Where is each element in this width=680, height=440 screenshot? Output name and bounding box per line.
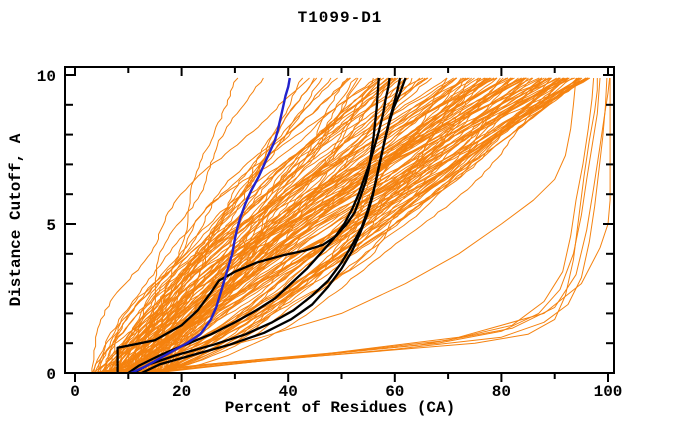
model-curve-orange [91, 77, 310, 372]
model-curve-orange [143, 77, 362, 372]
model-curve-orange [147, 77, 385, 372]
x-tick-label: 40 [279, 383, 298, 401]
model-curve-orange [131, 77, 526, 372]
model-curve-orange [148, 77, 486, 372]
highlighted-model-blue [130, 77, 291, 372]
outlier-model-7 [119, 77, 577, 372]
y-tick-label: 0 [46, 366, 56, 384]
y-axis-label: Distance Cutoff, A [7, 133, 25, 307]
y-tick-label: 10 [37, 68, 56, 86]
model-curve-orange [123, 77, 382, 372]
x-tick-label: 60 [385, 383, 404, 401]
x-tick-label: 20 [172, 383, 191, 401]
model-curve-orange [112, 77, 543, 372]
model-curve-orange [117, 77, 408, 372]
axis-box [64, 66, 615, 374]
model-curve-orange [98, 77, 379, 372]
outlier-model-6 [159, 78, 611, 372]
outlier-model-2 [144, 77, 608, 372]
chart-title: T1099-D1 [297, 9, 383, 27]
outlier-model-1 [133, 78, 598, 372]
axis-ticks [65, 67, 614, 382]
model-curve-orange [133, 77, 421, 372]
model-curve-orange [141, 77, 479, 372]
model-curve-orange [152, 77, 315, 372]
y-tick-label: 5 [46, 217, 56, 235]
x-tick-label: 100 [594, 383, 623, 401]
highlighted-model-black-1 [116, 77, 380, 372]
model-curve-orange [141, 77, 374, 372]
model-curve-orange [159, 77, 239, 372]
highlighted-model-black-4 [141, 77, 407, 372]
model-curve-orange [128, 77, 396, 372]
model-curve-orange [116, 77, 581, 372]
model-curve-orange [105, 77, 424, 372]
model-curve-orange [118, 77, 566, 372]
model-curve-orange [161, 77, 529, 372]
model-curve-orange [116, 77, 429, 372]
model-curve-orange [114, 77, 491, 372]
model-curve-orange [99, 77, 540, 372]
x-axis-label: Percent of Residues (CA) [224, 399, 456, 417]
model-curves [91, 77, 611, 372]
model-curve-orange [159, 77, 507, 372]
model-curve-orange [148, 77, 390, 372]
model-curve-orange [111, 77, 475, 372]
model-curve-orange [101, 77, 457, 372]
highlighted-model-black-2 [127, 77, 391, 372]
model-curve-orange [124, 77, 348, 372]
model-curve-orange [108, 77, 380, 372]
x-tick-label: 80 [492, 383, 511, 401]
tick-labels: 0 20 40 60 80 100 0 5 10 [37, 68, 623, 401]
x-tick-label: 0 [70, 383, 80, 401]
model-curve-orange [130, 77, 515, 372]
outlier-model-4 [154, 77, 611, 372]
